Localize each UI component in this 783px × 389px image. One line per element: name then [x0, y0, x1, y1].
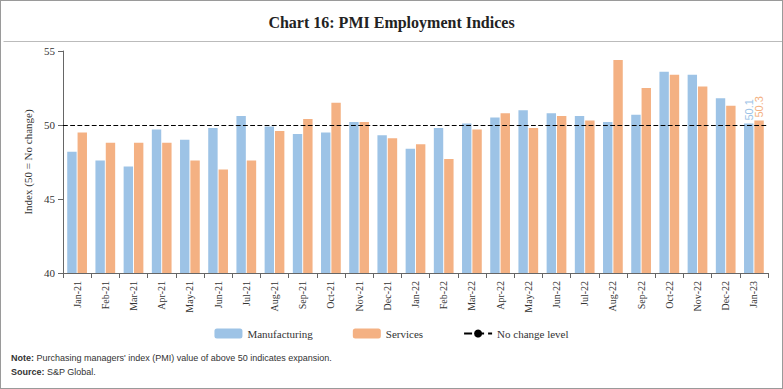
svg-text:Apr-22: Apr-22	[495, 281, 506, 310]
svg-text:Mar-21: Mar-21	[128, 281, 139, 311]
svg-text:Feb-21: Feb-21	[100, 281, 111, 309]
svg-text:Jan-23: Jan-23	[748, 281, 759, 308]
svg-text:Apr-21: Apr-21	[156, 281, 167, 310]
svg-text:S&P Global.: S&P Global.	[45, 367, 96, 377]
svg-text:Oct-22: Oct-22	[664, 281, 675, 309]
svg-text:Index (50 = No change): Index (50 = No change)	[22, 109, 35, 215]
svg-text:45: 45	[44, 193, 56, 205]
svg-text:May-21: May-21	[184, 281, 195, 313]
svg-text:May-22: May-22	[523, 281, 534, 313]
svg-text:Sep-22: Sep-22	[636, 281, 647, 309]
svg-text:Dec-22: Dec-22	[720, 281, 731, 310]
svg-text:50.1: 50.1	[742, 99, 755, 121]
svg-text:Sep-21: Sep-21	[297, 281, 308, 309]
svg-text:Manufacturing: Manufacturing	[247, 328, 313, 340]
svg-text:Aug-21: Aug-21	[269, 281, 280, 312]
svg-text:Jan-22: Jan-22	[410, 281, 421, 308]
svg-text:Note:: Note:	[11, 353, 34, 363]
svg-text:Chart 16: PMI Employment Indic: Chart 16: PMI Employment Indices	[268, 14, 514, 32]
svg-text:Nov-22: Nov-22	[692, 281, 703, 312]
svg-text:Jul-21: Jul-21	[241, 281, 252, 306]
svg-text:Aug-22: Aug-22	[607, 281, 618, 312]
svg-text:Services: Services	[386, 328, 423, 340]
svg-text:Purchasing managers' index (PM: Purchasing managers' index (PMI) value o…	[34, 353, 332, 363]
svg-text:40: 40	[44, 267, 56, 279]
svg-text:Mar-22: Mar-22	[466, 281, 477, 311]
svg-text:Jul-22: Jul-22	[579, 281, 590, 306]
svg-text:Jan-21: Jan-21	[72, 281, 83, 308]
svg-text:Nov-21: Nov-21	[354, 281, 365, 312]
svg-text:No change level: No change level	[497, 328, 568, 340]
svg-text:Jun-22: Jun-22	[551, 281, 562, 308]
svg-text:Oct-21: Oct-21	[325, 281, 336, 309]
svg-text:50: 50	[44, 119, 56, 131]
svg-text:50.3: 50.3	[753, 96, 765, 117]
svg-text:Source:: Source:	[11, 367, 45, 377]
svg-text:Jun-21: Jun-21	[213, 281, 224, 308]
svg-text:Dec-21: Dec-21	[382, 281, 393, 310]
svg-text:Feb-22: Feb-22	[438, 281, 449, 309]
svg-text:55: 55	[44, 45, 56, 57]
